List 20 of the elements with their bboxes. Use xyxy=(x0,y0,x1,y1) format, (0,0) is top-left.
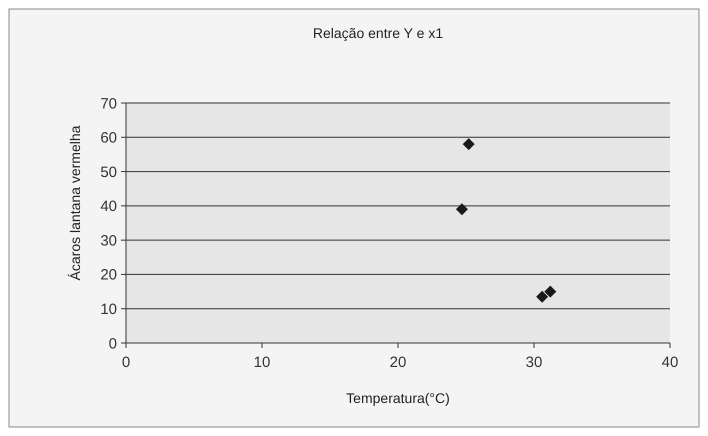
y-tick-label: 30 xyxy=(100,232,117,250)
point xyxy=(462,138,475,150)
point xyxy=(544,286,556,298)
y-tick-label: 60 xyxy=(100,130,117,147)
chart-title: Relação entre Y e x1 xyxy=(312,25,444,41)
y-tick-label: 0 xyxy=(108,335,117,352)
x-axis-title: Temperatura(°C) xyxy=(346,390,450,406)
y-tick-label: 70 xyxy=(100,95,117,112)
point xyxy=(536,290,548,303)
x-tick-label: 10 xyxy=(254,354,270,371)
y-tick-label: 10 xyxy=(100,300,117,318)
point xyxy=(456,203,468,216)
y-tick-label: 50 xyxy=(100,164,117,181)
x-tick-label: 0 xyxy=(122,354,130,371)
x-tick-label: 40 xyxy=(662,354,678,371)
x-tick-label: 20 xyxy=(390,354,406,371)
y-axis-title: Ácaros lantana vermelha xyxy=(67,125,83,280)
y-tick-label: 40 xyxy=(100,198,117,216)
x-tick-label: 30 xyxy=(526,354,542,371)
y-tick-label: 20 xyxy=(100,266,117,284)
